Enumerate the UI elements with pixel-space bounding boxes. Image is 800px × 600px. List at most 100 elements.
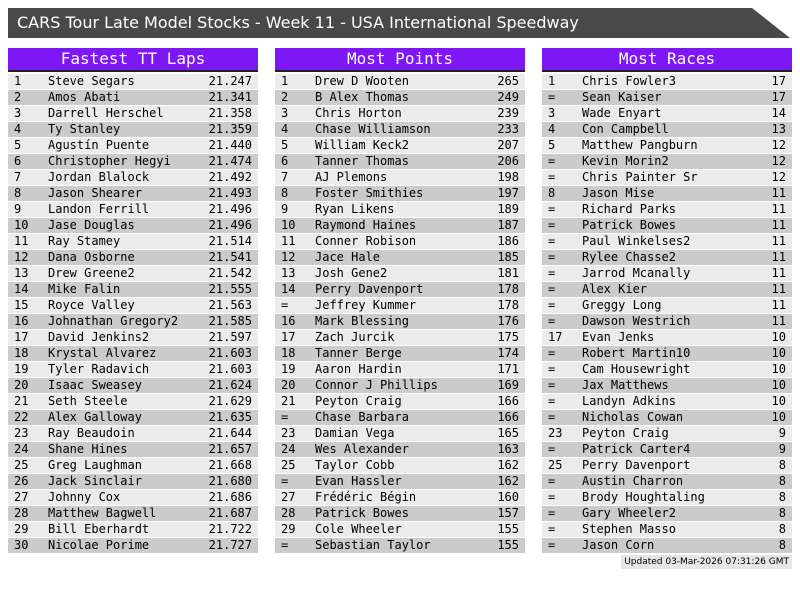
value-cell: 8 — [778, 490, 786, 504]
value-cell: 249 — [497, 90, 519, 104]
rank-cell: 16 — [281, 314, 296, 328]
rank-cell: 1 — [281, 74, 289, 88]
value-cell: 21.514 — [208, 234, 252, 248]
name-cell: Jack Sinclair — [48, 474, 142, 488]
rank-cell: 24 — [281, 442, 296, 456]
rank-cell: 2 — [281, 90, 289, 104]
value-cell: 21.496 — [208, 202, 252, 216]
name-cell: Aaron Hardin — [315, 362, 402, 376]
name-cell: Rylee Chasse2 — [582, 250, 676, 264]
value-cell: 11 — [771, 186, 786, 200]
name-cell: B Alex Thomas — [315, 90, 409, 104]
value-cell: 178 — [497, 282, 519, 296]
table-row: 5 Agustín Puente 21.440 — [8, 138, 258, 153]
rank-cell: 19 — [14, 362, 29, 376]
table-row: 19 Tyler Radavich 21.603 — [8, 362, 258, 377]
name-cell: Conner Robison — [315, 234, 417, 248]
rank-cell: 16 — [14, 314, 29, 328]
name-cell: Jordan Blalock — [48, 170, 150, 184]
table-row: 25 Taylor Cobb 162 — [275, 458, 525, 473]
name-cell: Cam Housewright — [582, 362, 691, 376]
table-row: 15 Royce Valley 21.563 — [8, 298, 258, 313]
rank-cell: 27 — [14, 490, 29, 504]
rank-cell: = — [548, 90, 556, 104]
rank-cell: 8 — [14, 186, 22, 200]
value-cell: 187 — [497, 218, 519, 232]
table-row: 1 Steve Segars 21.247 — [8, 74, 258, 89]
rank-cell: 8 — [281, 186, 289, 200]
table-row: 23 Damian Vega 165 — [275, 426, 525, 441]
name-cell: Drew Greene2 — [48, 266, 135, 280]
value-cell: 206 — [497, 154, 519, 168]
value-cell: 166 — [497, 394, 519, 408]
table-row: = Jax Matthews 10 — [542, 378, 792, 393]
table-row: = Rylee Chasse2 11 — [542, 250, 792, 265]
name-cell: Connor J Phillips — [315, 378, 438, 392]
panel-most-races: Most Races 1 Chris Fowler3 17 = Sean Kaiser 1… — [542, 48, 792, 554]
table-row: 14 Mike Falin 21.555 — [8, 282, 258, 297]
table-row: 10 Jase Douglas 21.496 — [8, 218, 258, 233]
value-cell: 21.492 — [208, 170, 252, 184]
table-row: 12 Dana Osborne 21.541 — [8, 250, 258, 265]
table-row: 3 Wade Enyart 14 — [542, 106, 792, 121]
panel-rows-fastest-tt-laps: 1 Steve Segars 21.247 2 Amos Abati 21.341 3 Dar… — [8, 74, 258, 553]
rank-cell: 20 — [281, 378, 296, 392]
rank-cell: = — [548, 538, 556, 552]
rank-cell: 5 — [281, 138, 289, 152]
table-row: 27 Frédéric Bégin 160 — [275, 490, 525, 505]
value-cell: 11 — [771, 314, 786, 328]
value-cell: 21.341 — [208, 90, 252, 104]
rank-cell: = — [281, 474, 289, 488]
table-row: = Patrick Bowes 11 — [542, 218, 792, 233]
rank-cell: 17 — [281, 330, 296, 344]
table-row: 20 Connor J Phillips 169 — [275, 378, 525, 393]
name-cell: Patrick Bowes — [582, 218, 676, 232]
value-cell: 10 — [771, 330, 786, 344]
value-cell: 21.247 — [208, 74, 252, 88]
rank-cell: 21 — [281, 394, 296, 408]
name-cell: Jarrod Mcanally — [582, 266, 691, 280]
value-cell: 169 — [497, 378, 519, 392]
value-cell: 17 — [771, 90, 786, 104]
rank-cell: = — [548, 266, 556, 280]
table-row: = Stephen Masso 8 — [542, 522, 792, 537]
rank-cell: 29 — [14, 522, 29, 536]
rank-cell: 4 — [548, 122, 556, 136]
table-row: 8 Foster Smithies 197 — [275, 186, 525, 201]
name-cell: Patrick Carter4 — [582, 442, 691, 456]
rank-cell: = — [548, 298, 556, 312]
table-row: 29 Cole Wheeler 155 — [275, 522, 525, 537]
name-cell: Paul Winkelses2 — [582, 234, 691, 248]
rank-cell: 19 — [281, 362, 296, 376]
name-cell: Jason Shearer — [48, 186, 142, 200]
rank-cell: 12 — [281, 250, 296, 264]
table-row: 5 William Keck2 207 — [275, 138, 525, 153]
name-cell: Krystal Alvarez — [48, 346, 157, 360]
name-cell: Seth Steele — [48, 394, 128, 408]
name-cell: Agustín Puente — [48, 138, 150, 152]
value-cell: 17 — [771, 74, 786, 88]
table-row: 28 Patrick Bowes 157 — [275, 506, 525, 521]
name-cell: Christopher Hegyi — [48, 154, 171, 168]
value-cell: 162 — [497, 474, 519, 488]
table-row: 17 David Jenkins2 21.597 — [8, 330, 258, 345]
rank-cell: 10 — [14, 218, 29, 232]
value-cell: 21.585 — [208, 314, 252, 328]
table-row: 11 Ray Stamey 21.514 — [8, 234, 258, 249]
table-row: 11 Conner Robison 186 — [275, 234, 525, 249]
rank-cell: 21 — [14, 394, 29, 408]
value-cell: 21.542 — [208, 266, 252, 280]
value-cell: 12 — [771, 170, 786, 184]
rank-cell: = — [548, 394, 556, 408]
table-row: 1 Chris Fowler3 17 — [542, 74, 792, 89]
name-cell: Jace Hale — [315, 250, 381, 264]
table-row: 7 AJ Plemons 198 — [275, 170, 525, 185]
value-cell: 8 — [778, 538, 786, 552]
name-cell: Jax Matthews — [582, 378, 669, 392]
value-cell: 189 — [497, 202, 519, 216]
panel-fastest-tt-laps: Fastest TT Laps 1 Steve Segars 21.247 2 Amos… — [8, 48, 258, 554]
table-row: 4 Con Campbell 13 — [542, 122, 792, 137]
rank-cell: = — [548, 282, 556, 296]
panel-header-most-points: Most Points — [275, 48, 525, 72]
table-row: 10 Raymond Haines 187 — [275, 218, 525, 233]
